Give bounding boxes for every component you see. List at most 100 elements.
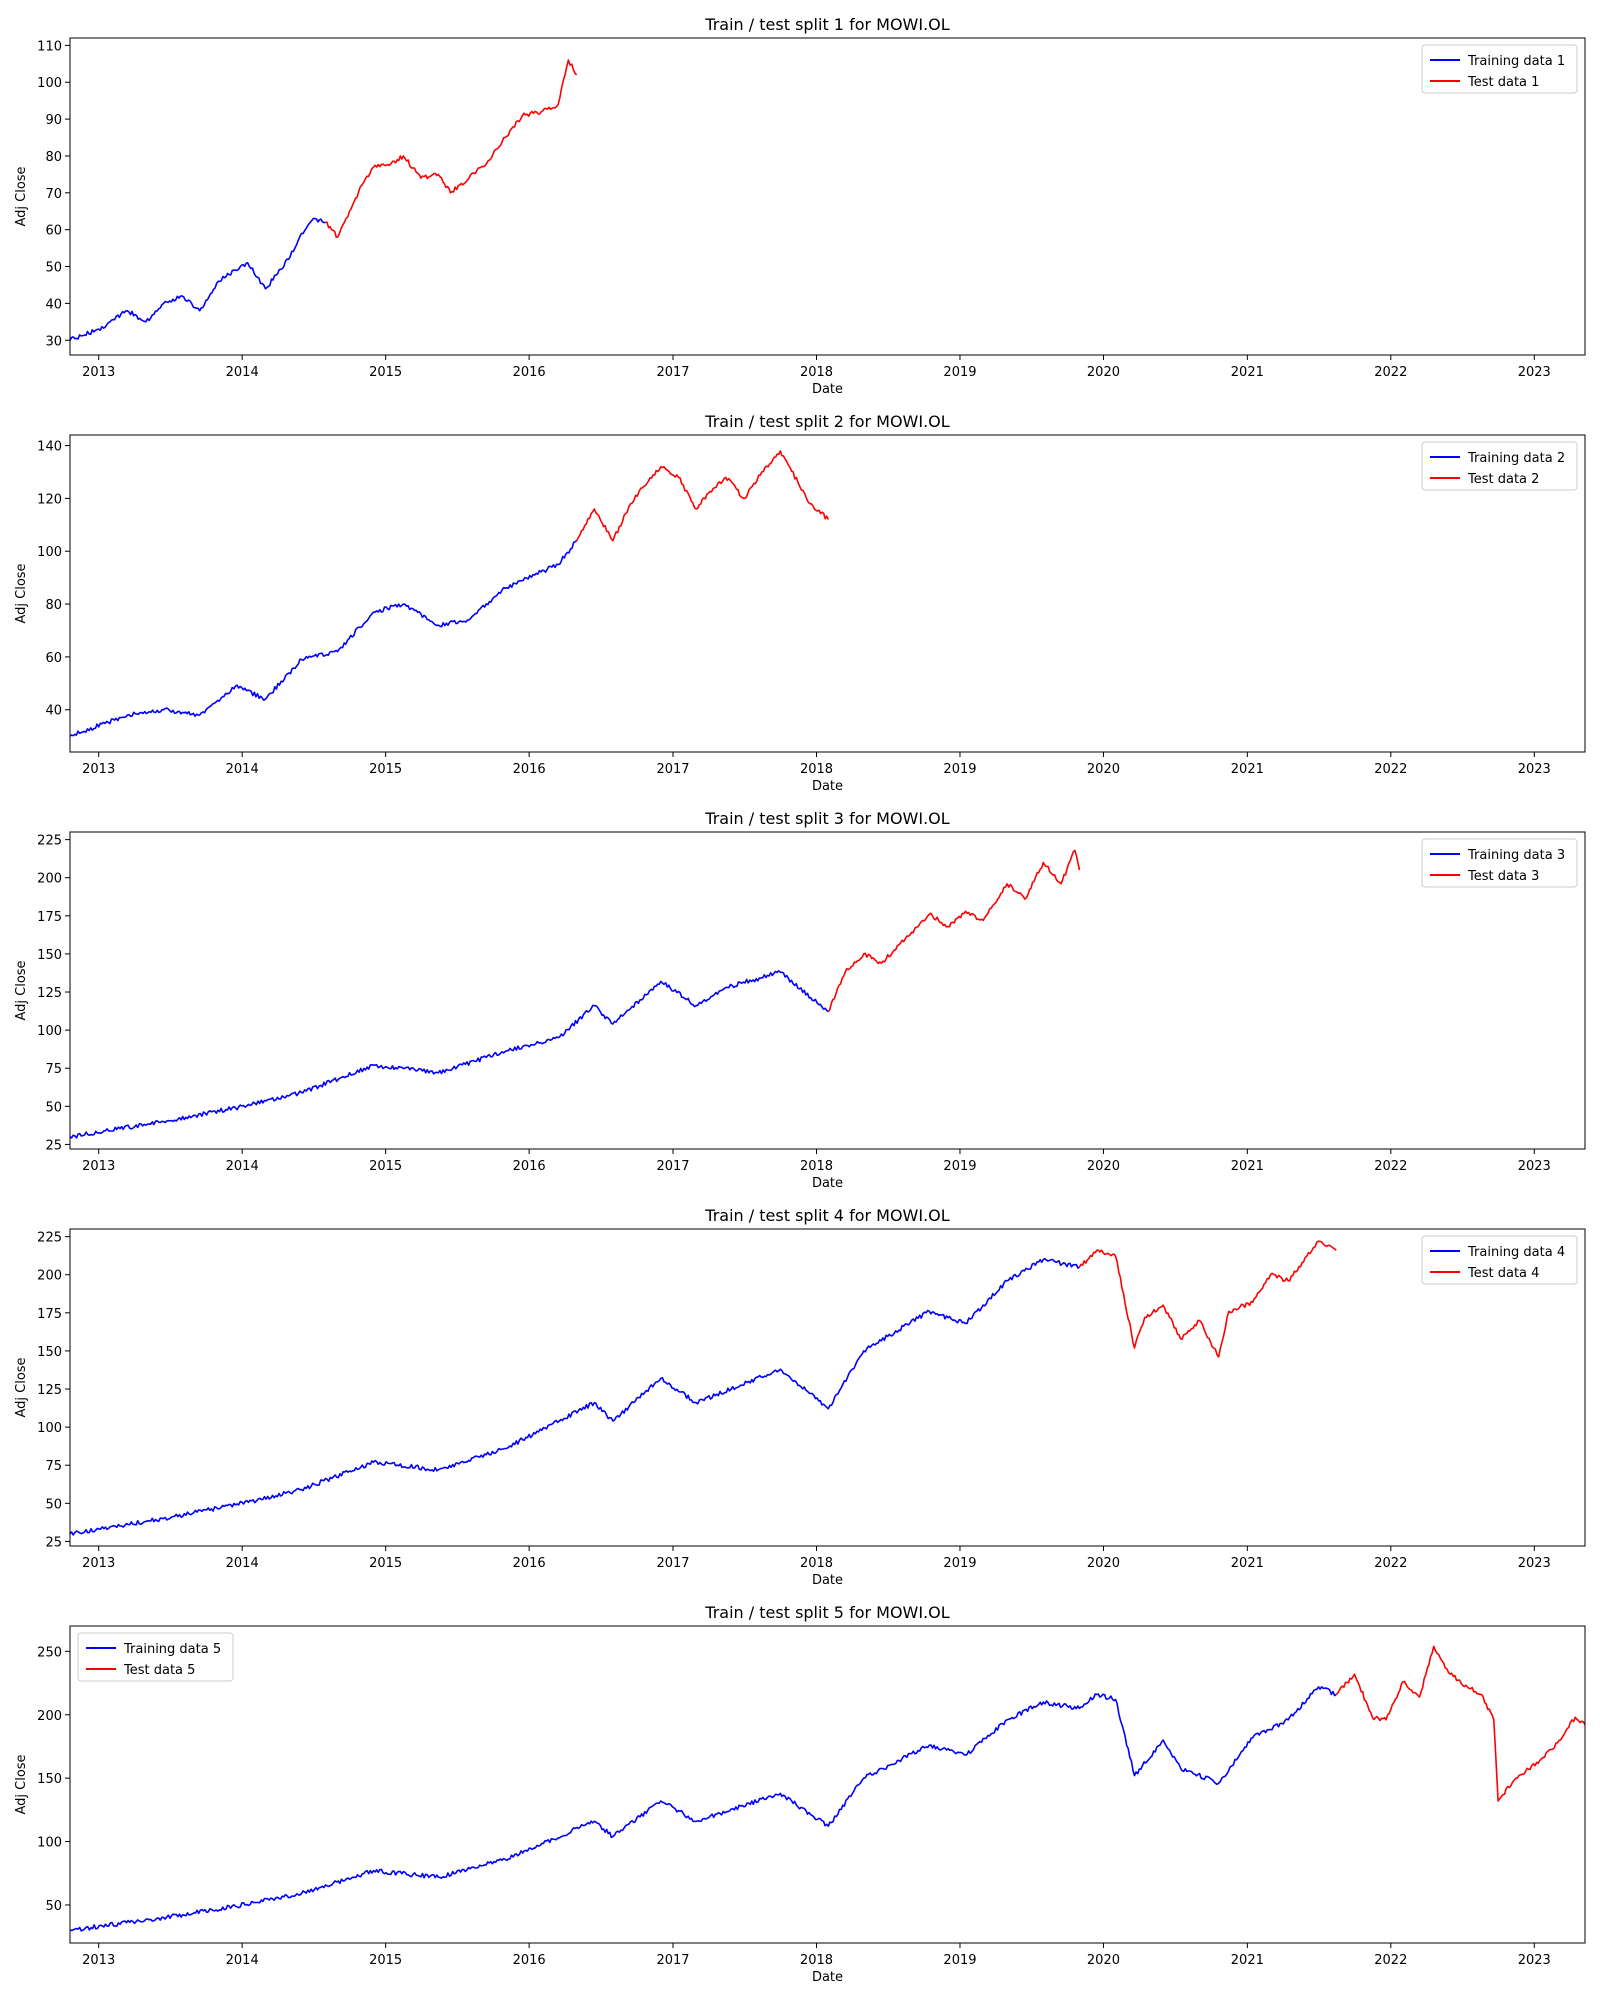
x-tick-label: 2017 — [656, 365, 689, 380]
series-line-2 — [325, 59, 578, 238]
y-tick-label: 80 — [45, 150, 62, 165]
plot-frame — [69, 1625, 1586, 1944]
chart-title: Train / test split 1 for MOWI.OL — [704, 15, 949, 34]
y-tick-label: 200 — [37, 1709, 62, 1724]
x-tick-label: 2021 — [1231, 1556, 1264, 1571]
x-tick-label: 2016 — [513, 762, 546, 777]
y-axis-label: Adj Close — [14, 1357, 29, 1417]
x-tick-label: 2023 — [1518, 1159, 1551, 1174]
x-tick-label: 2018 — [800, 762, 833, 777]
chart-title: Train / test split 5 for MOWI.OL — [704, 1603, 949, 1622]
series-line-2 — [1335, 1645, 1585, 1802]
x-tick-label: 2022 — [1374, 1556, 1407, 1571]
x-tick-label: 2017 — [656, 762, 689, 777]
legend-label: Test data 2 — [1467, 472, 1539, 487]
legend-box — [1421, 441, 1578, 491]
y-tick-label: 200 — [37, 1269, 62, 1284]
y-tick-label: 75 — [45, 1062, 62, 1077]
series-line-2 — [1078, 1240, 1337, 1358]
x-axis-label: Date — [812, 1573, 843, 1588]
y-tick-label: 225 — [37, 834, 62, 849]
x-axis-label: Date — [812, 779, 843, 794]
x-tick-label: 2014 — [226, 762, 259, 777]
x-tick-label: 2023 — [1518, 762, 1551, 777]
y-tick-label: 100 — [37, 545, 62, 560]
legend-label: Training data 1 — [1467, 54, 1565, 69]
x-tick-label: 2016 — [513, 365, 546, 380]
x-axis-label: Date — [812, 1970, 843, 1985]
x-tick-label: 2019 — [943, 1159, 976, 1174]
x-tick-label: 2022 — [1374, 365, 1407, 380]
y-tick-label: 125 — [37, 1383, 62, 1398]
x-tick-label: 2022 — [1374, 1953, 1407, 1968]
y-axis-label: Adj Close — [14, 1754, 29, 1814]
legend-label: Training data 5 — [123, 1642, 221, 1657]
x-tick-label: 2018 — [800, 1159, 833, 1174]
y-tick-label: 50 — [45, 1100, 62, 1115]
y-tick-label: 100 — [37, 1421, 62, 1436]
x-axis-label: Date — [812, 1176, 843, 1191]
y-tick-label: 175 — [37, 1307, 62, 1322]
series-line-1 — [70, 1257, 1080, 1536]
series-line-1 — [70, 217, 326, 341]
legend-box — [77, 1632, 234, 1682]
y-tick-label: 175 — [37, 910, 62, 925]
y-tick-label: 200 — [37, 872, 62, 887]
chart-title: Train / test split 4 for MOWI.OL — [704, 1206, 949, 1225]
y-tick-label: 100 — [37, 1836, 62, 1851]
x-tick-label: 2015 — [369, 1953, 402, 1968]
x-tick-label: 2015 — [369, 1159, 402, 1174]
x-tick-label: 2018 — [800, 365, 833, 380]
y-tick-label: 75 — [45, 1459, 62, 1474]
y-tick-label: 70 — [45, 187, 62, 202]
x-tick-label: 2014 — [226, 1159, 259, 1174]
subplot-2: Train / test split 2 for MOWI.OL 2013 2014… — [14, 412, 1586, 794]
y-tick-label: 120 — [37, 492, 62, 507]
x-tick-label: 2015 — [369, 1556, 402, 1571]
subplot-1: Train / test split 1 for MOWI.OL 2013 2014… — [14, 15, 1586, 397]
series-line-2 — [575, 450, 830, 542]
y-tick-label: 150 — [37, 1772, 62, 1787]
y-tick-label: 60 — [45, 651, 62, 666]
x-tick-label: 2013 — [82, 1953, 115, 1968]
x-tick-label: 2016 — [513, 1953, 546, 1968]
subplot-3: Train / test split 3 for MOWI.OL 2013 2014… — [14, 809, 1586, 1191]
y-tick-label: 150 — [37, 948, 62, 963]
plot-frame — [69, 434, 1586, 753]
legend-box — [1421, 838, 1578, 888]
x-tick-label: 2013 — [82, 1159, 115, 1174]
x-tick-label: 2017 — [656, 1953, 689, 1968]
y-axis-label: Adj Close — [14, 960, 29, 1020]
x-tick-label: 2023 — [1518, 1953, 1551, 1968]
y-tick-label: 40 — [45, 704, 62, 719]
x-tick-label: 2019 — [943, 365, 976, 380]
x-tick-label: 2015 — [369, 762, 402, 777]
y-tick-label: 125 — [37, 986, 62, 1001]
x-tick-label: 2014 — [226, 365, 259, 380]
y-axis-label: Adj Close — [14, 563, 29, 623]
y-tick-label: 60 — [45, 224, 62, 239]
plot-frame — [69, 1228, 1586, 1547]
x-tick-label: 2021 — [1231, 762, 1264, 777]
y-tick-label: 100 — [37, 1024, 62, 1039]
x-tick-label: 2020 — [1087, 1556, 1120, 1571]
legend-label: Test data 4 — [1467, 1266, 1539, 1281]
legend-label: Test data 5 — [123, 1663, 195, 1678]
y-tick-label: 225 — [37, 1231, 62, 1246]
x-tick-label: 2020 — [1087, 1159, 1120, 1174]
subplot-5: Train / test split 5 for MOWI.OL 2013 2014… — [14, 1603, 1586, 1985]
series-line-2 — [827, 849, 1081, 1013]
x-tick-label: 2019 — [943, 762, 976, 777]
legend-label: Training data 4 — [1467, 1245, 1565, 1260]
x-tick-label: 2022 — [1374, 762, 1407, 777]
x-tick-label: 2022 — [1374, 1159, 1407, 1174]
legend-label: Test data 1 — [1467, 75, 1539, 90]
x-tick-label: 2021 — [1231, 1159, 1264, 1174]
x-tick-label: 2019 — [943, 1953, 976, 1968]
x-tick-label: 2020 — [1087, 762, 1120, 777]
x-tick-label: 2015 — [369, 365, 402, 380]
x-tick-label: 2016 — [513, 1556, 546, 1571]
x-tick-label: 2023 — [1518, 365, 1551, 380]
y-tick-label: 150 — [37, 1345, 62, 1360]
subplot-4: Train / test split 4 for MOWI.OL 2013 2014… — [14, 1206, 1586, 1588]
